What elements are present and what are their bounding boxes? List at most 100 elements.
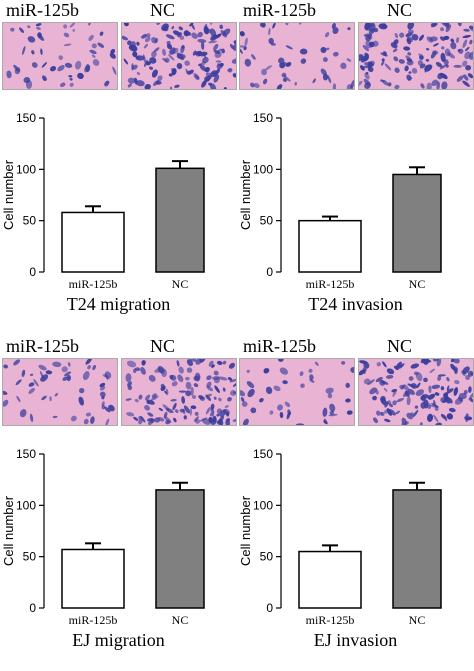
cell (92, 59, 100, 66)
cell (92, 364, 97, 371)
cell (386, 368, 395, 375)
cell (203, 26, 209, 35)
cell (240, 397, 245, 403)
cell (209, 23, 213, 25)
cell (216, 63, 222, 66)
cell (387, 82, 392, 87)
cell (414, 405, 419, 409)
cell (129, 41, 136, 48)
cell (294, 81, 297, 86)
cell (3, 399, 9, 407)
cell (89, 49, 97, 55)
cell (181, 396, 186, 404)
cell (379, 379, 386, 386)
cell (157, 75, 163, 82)
cell (146, 33, 151, 38)
cell (125, 373, 132, 383)
cell (218, 376, 228, 381)
cell (166, 43, 173, 50)
cell (210, 83, 217, 89)
cell (164, 390, 168, 394)
cell (411, 34, 419, 41)
cell (83, 418, 89, 425)
cell (407, 23, 415, 30)
cell (462, 80, 470, 87)
panel-ej-migration: miR-125b NC 0 50 100 150 Cell number miR-125b… (0, 336, 237, 671)
cell (350, 367, 354, 373)
cell (320, 68, 327, 76)
x-category-label: miR-125b (306, 277, 355, 290)
cell (41, 62, 47, 68)
cell (240, 390, 246, 397)
cell (381, 23, 386, 28)
cell (210, 407, 215, 414)
cell (242, 418, 249, 425)
cell (432, 50, 439, 55)
cell (247, 388, 255, 398)
cell (468, 386, 472, 393)
cell (54, 393, 58, 397)
cell (408, 71, 412, 74)
cell (63, 24, 68, 29)
micrograph-mir125b (239, 358, 355, 426)
cell (69, 77, 73, 81)
cell (341, 361, 346, 365)
cell (227, 396, 232, 402)
cell (132, 51, 138, 58)
cell (133, 368, 137, 374)
cell (399, 32, 405, 38)
cell (183, 415, 187, 420)
cell (383, 387, 388, 392)
cell (407, 383, 415, 388)
cell (224, 405, 229, 408)
cell (375, 376, 383, 383)
cell (186, 70, 192, 75)
cell (68, 75, 73, 78)
cell (74, 60, 82, 70)
cell (216, 420, 221, 425)
cell (428, 385, 432, 394)
cell (345, 382, 350, 388)
cell (467, 73, 473, 79)
cell (408, 77, 413, 81)
cell (433, 43, 439, 47)
cell (425, 48, 430, 51)
micrograph-mir125b (239, 22, 355, 90)
cell (244, 37, 248, 47)
cell (398, 363, 405, 369)
cell (435, 61, 443, 68)
cell (279, 411, 284, 419)
cell (392, 48, 398, 53)
cell (190, 405, 197, 410)
micrograph-nc (358, 358, 474, 426)
cell (457, 23, 462, 27)
cell (99, 391, 106, 398)
cell (143, 43, 148, 49)
cell (169, 374, 174, 380)
cell (22, 45, 26, 56)
cell (466, 416, 473, 421)
cell (468, 392, 473, 401)
y-axis-label: Cell number (1, 495, 16, 566)
cell (272, 23, 276, 29)
cell (63, 32, 70, 38)
cell (49, 396, 52, 402)
cell (326, 74, 332, 84)
x-category-label: miR-125b (69, 613, 118, 626)
cell (453, 64, 463, 68)
cell (462, 39, 468, 48)
cell (246, 381, 255, 389)
y-tick-label: 100 (253, 498, 273, 512)
cell (282, 380, 288, 385)
cell (404, 390, 410, 397)
cell (323, 420, 328, 425)
micrograph-texture (359, 23, 473, 89)
cell (185, 376, 190, 381)
cell (407, 52, 412, 56)
cell (420, 83, 425, 89)
cell (329, 410, 335, 416)
cell (174, 409, 179, 413)
y-tick-label: 50 (23, 214, 37, 228)
cell (127, 381, 132, 387)
cell (450, 38, 455, 43)
